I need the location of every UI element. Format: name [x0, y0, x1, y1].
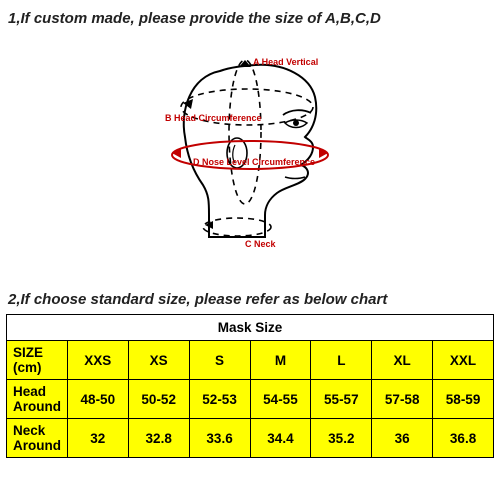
table-cell: 57-58	[372, 380, 433, 419]
row-label: Head Around	[7, 380, 68, 419]
size-unit-label: SIZE (cm)	[7, 341, 68, 380]
size-column-s: S	[189, 341, 250, 380]
label-b: B Head Circumference	[165, 113, 262, 123]
table-cell: 32.8	[128, 419, 189, 458]
table-cell: 35.2	[311, 419, 372, 458]
table-cell: 34.4	[250, 419, 311, 458]
size-column-xxl: XXL	[433, 341, 494, 380]
size-column-l: L	[311, 341, 372, 380]
table-cell: 54-55	[250, 380, 311, 419]
table-cell: 33.6	[189, 419, 250, 458]
table-cell: 32	[67, 419, 128, 458]
table-cell: 48-50	[67, 380, 128, 419]
table-cell: 55-57	[311, 380, 372, 419]
instruction-custom: 1,If custom made, please provide the siz…	[0, 0, 500, 33]
table-title: Mask Size	[7, 315, 494, 341]
table-cell: 52-53	[189, 380, 250, 419]
table-row: Head Around48-5050-5252-5354-5555-5757-5…	[7, 380, 494, 419]
table-cell: 36.8	[433, 419, 494, 458]
size-column-m: M	[250, 341, 311, 380]
table-cell: 36	[372, 419, 433, 458]
label-d: D Nose Level Circumference	[193, 157, 315, 167]
label-a: A Head Vertical	[253, 57, 318, 67]
table-cell: 50-52	[128, 380, 189, 419]
table-cell: 58-59	[433, 380, 494, 419]
mask-size-table: Mask Size SIZE (cm)XXSXSSMLXLXXL Head Ar…	[6, 314, 494, 458]
size-column-xs: XS	[128, 341, 189, 380]
size-column-xxs: XXS	[67, 341, 128, 380]
head-measurement-diagram: A Head Vertical B Head Circumference D Nos…	[0, 33, 500, 281]
row-label: Neck Around	[7, 419, 68, 458]
table-row: Neck Around3232.833.634.435.23636.8	[7, 419, 494, 458]
label-c: C Neck	[245, 239, 277, 249]
instruction-standard: 2,If choose standard size, please refer …	[0, 281, 500, 314]
size-column-xl: XL	[372, 341, 433, 380]
